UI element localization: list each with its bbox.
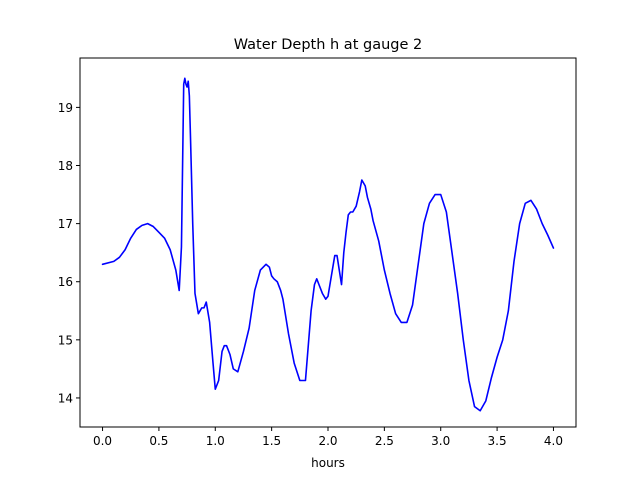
chart-title: Water Depth h at gauge 2 <box>234 37 422 53</box>
plot-area <box>101 77 555 412</box>
y-tick-label: 18 <box>58 159 73 173</box>
y-tick-label: 16 <box>58 275 73 289</box>
y-tick-label: 17 <box>58 217 73 231</box>
x-tick-label: 4.0 <box>544 434 563 448</box>
y-tick-label: 14 <box>58 391 73 405</box>
x-tick-label: 2.0 <box>318 434 337 448</box>
x-tick-label: 0.5 <box>149 434 168 448</box>
x-tick-label: 1.0 <box>206 434 225 448</box>
x-tick-label: 0.0 <box>93 434 112 448</box>
x-axis: 0.0 0.5 1.0 1.5 2.0 2.5 3.0 3.5 4.0 <box>93 427 563 448</box>
y-tick-label: 19 <box>58 101 73 115</box>
y-axis: 14 15 16 17 18 19 <box>58 101 80 405</box>
x-tick-label: 1.5 <box>262 434 281 448</box>
axes-frame <box>79 57 577 428</box>
x-axis-label: hours <box>311 456 345 470</box>
y-tick-label: 15 <box>58 333 73 347</box>
x-tick-label: 2.5 <box>375 434 394 448</box>
series-line <box>101 77 555 412</box>
x-tick-label: 3.0 <box>431 434 450 448</box>
x-tick-label: 3.5 <box>488 434 507 448</box>
